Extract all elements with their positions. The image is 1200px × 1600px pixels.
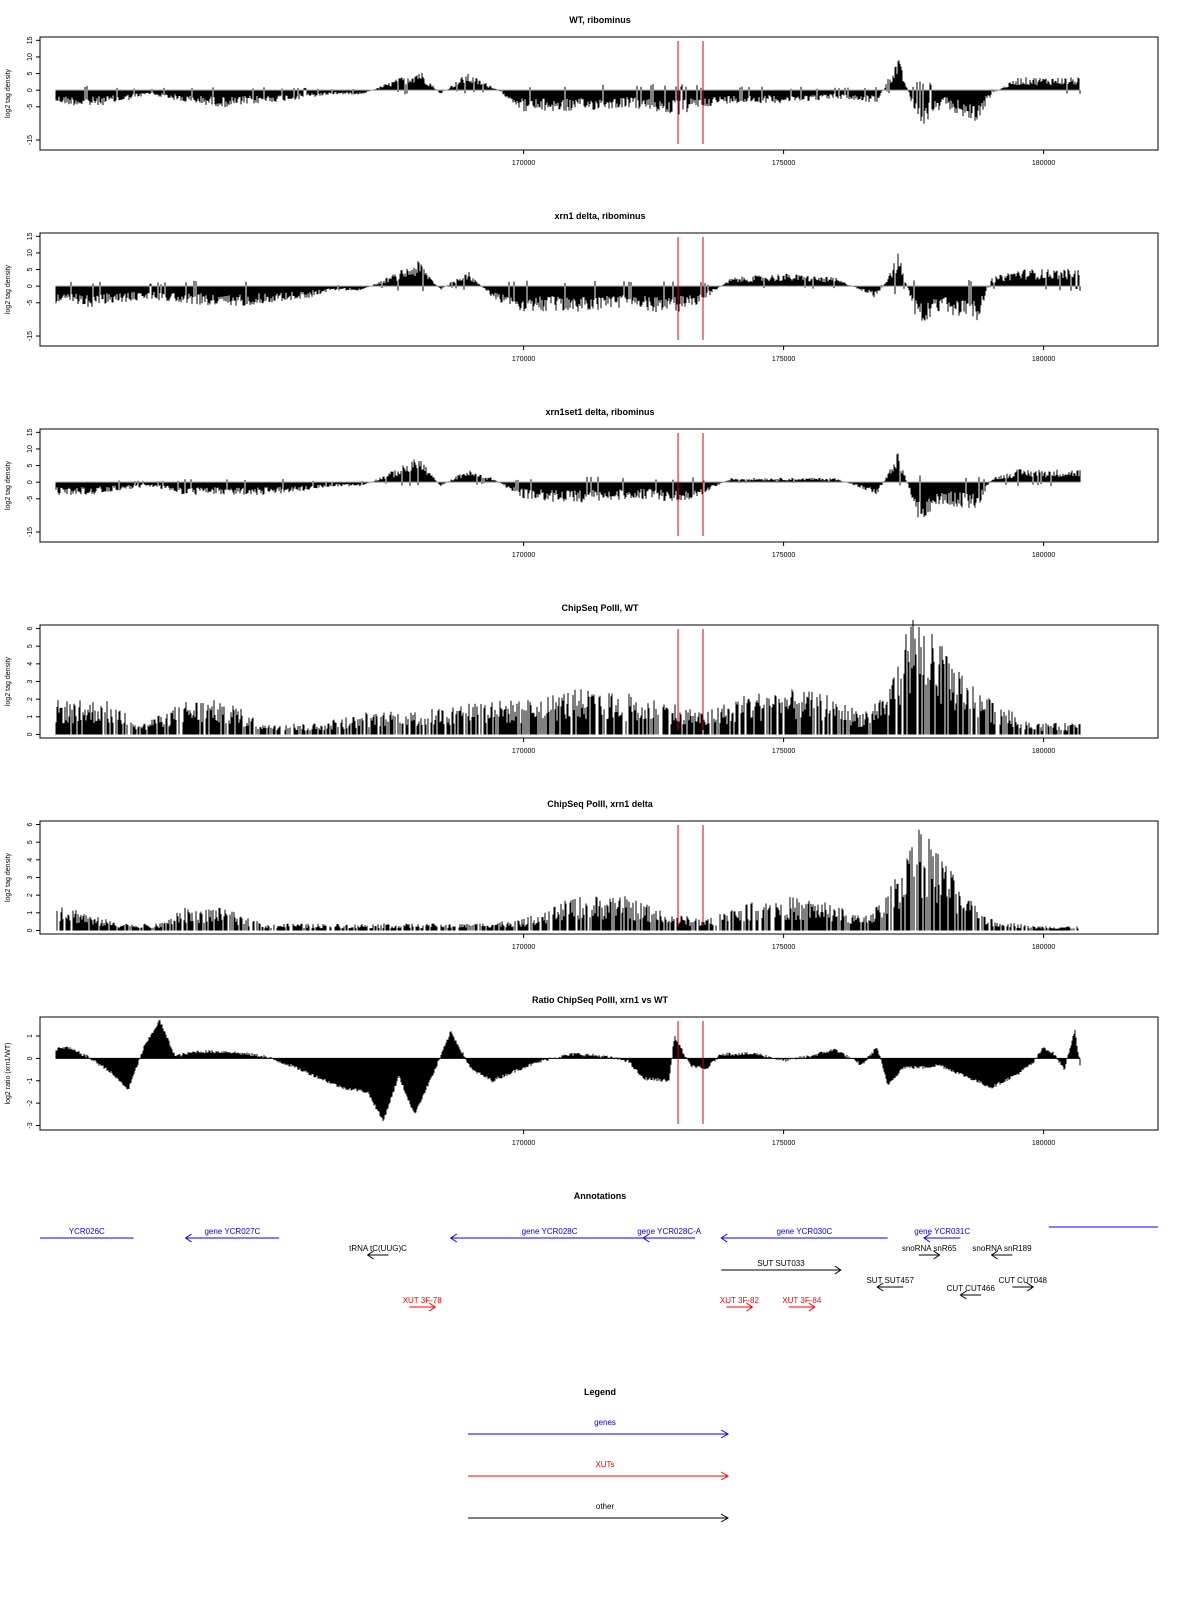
y-tick-label: 0 (27, 928, 34, 932)
x-axis: 170000 175000 180000 (512, 346, 1055, 363)
y-axis-label: log2 tag density (5, 656, 12, 706)
panel-title: WT, ribominus (569, 15, 631, 25)
y-tick-label: -5 (27, 104, 34, 110)
y-axis-label: log2 tag density (5, 68, 12, 118)
y-tick-label: -15 (27, 527, 34, 537)
y-tick-label: 5 (27, 72, 34, 76)
y-axis: 15 10 5 0 -5 -15 (27, 232, 40, 341)
y-axis-label: log2 tag density (5, 460, 12, 510)
y-tick-label: 6 (27, 626, 34, 630)
x-tick-label: 180000 (1032, 944, 1055, 951)
y-tick-label: 3 (27, 875, 34, 879)
data-series (55, 620, 1081, 735)
y-tick-label: 4 (27, 858, 34, 862)
y-tick-label: 2 (27, 697, 34, 701)
y-axis-label: log2 tag density (5, 264, 12, 314)
panel-title: ChipSeq PolII, xrn1 delta (547, 799, 653, 809)
y-tick-label: -5 (27, 300, 34, 306)
y-tick-label: 5 (27, 644, 34, 648)
x-tick-label: 175000 (772, 748, 795, 755)
y-tick-label: 5 (27, 464, 34, 468)
panel-ratio: Ratio ChipSeq PolII, xrn1 vs WT 1 0 -1 -2 -3… (0, 980, 1200, 1176)
x-tick-label: 170000 (512, 944, 535, 951)
y-axis-label: log2 tag density (5, 852, 12, 902)
x-tick-label: 175000 (772, 552, 795, 559)
data-series (55, 1020, 1081, 1121)
x-tick-label: 170000 (512, 356, 535, 363)
y-tick-label: 0 (27, 480, 34, 484)
y-axis: 15 10 5 0 -5 -15 (27, 36, 40, 145)
y-tick-label: -15 (27, 135, 34, 145)
x-tick-label: 170000 (512, 748, 535, 755)
panel-plot: 6 5 4 3 2 1 0 log2 tag density 170000 175000 18000… (5, 820, 1159, 951)
y-tick-label: 0 (27, 732, 34, 736)
x-tick-label: 170000 (512, 160, 535, 167)
y-tick-label: 10 (27, 53, 34, 61)
y-tick-label: 2 (27, 893, 34, 897)
y-tick-label: 15 (27, 36, 34, 44)
y-tick-label: 1 (27, 911, 34, 915)
x-tick-label: 175000 (772, 356, 795, 363)
x-axis: 170000 175000 180000 (512, 738, 1055, 755)
plot-frame (39, 232, 1159, 347)
y-tick-label: 5 (27, 268, 34, 272)
y-tick-label: 15 (27, 428, 34, 436)
panel-chipseq-wt: ChipSeq PolII, WT 6 5 4 3 2 1 0 log2 tag densit… (0, 588, 1200, 784)
y-axis: 6 5 4 3 2 1 0 (27, 822, 40, 932)
y-tick-label: 10 (27, 249, 34, 257)
x-axis: 170000 175000 180000 (512, 542, 1055, 559)
panel-title: xrn1 delta, ribominus (554, 211, 646, 221)
y-tick-label: 5 (27, 840, 34, 844)
plot-frame (39, 428, 1159, 543)
x-tick-label: 175000 (772, 160, 795, 167)
y-tick-label: 3 (27, 679, 34, 683)
x-tick-label: 180000 (1032, 552, 1055, 559)
y-axis: 15 10 5 0 -5 -15 (27, 428, 40, 537)
y-tick-label: 1 (27, 715, 34, 719)
y-tick-label: 10 (27, 445, 34, 453)
x-tick-label: 170000 (512, 552, 535, 559)
panel-title: Ratio ChipSeq PolII, xrn1 vs WT (531, 995, 669, 1005)
y-tick-label: 15 (27, 232, 34, 240)
y-tick-label: -5 (27, 496, 34, 502)
panel-xrn1-ribominus: xrn1 delta, ribominus 15 10 5 0 -5 -15 log2 ta… (0, 196, 1200, 392)
panel-xrn1set1-ribominus: xrn1set1 delta, ribominus 15 10 5 0 -5 -15 log… (0, 392, 1200, 588)
y-tick-label: 0 (27, 88, 34, 92)
y-tick-label: 4 (27, 662, 34, 666)
x-tick-label: 180000 (1032, 160, 1055, 167)
data-series (55, 60, 1081, 124)
x-tick-label: 180000 (1032, 356, 1055, 363)
x-axis: 170000 175000 180000 (512, 934, 1055, 951)
y-tick-label: 0 (27, 284, 34, 288)
plot-frame (39, 36, 1159, 151)
x-axis: 170000 175000 180000 (512, 150, 1055, 167)
x-tick-label: 180000 (1032, 748, 1055, 755)
y-tick-label: -15 (27, 331, 34, 341)
panel-chipseq-xrn1: ChipSeq PolII, xrn1 delta 6 5 4 3 2 1 0 log2 ta… (0, 784, 1200, 980)
x-tick-label: 175000 (772, 944, 795, 951)
panel-title: ChipSeq PolII, WT (561, 603, 639, 613)
data-series (55, 453, 1081, 518)
y-axis: 6 5 4 3 2 1 0 (27, 626, 40, 736)
data-series (56, 829, 1079, 931)
panel-plot: 6 5 4 3 2 1 0 log2 tag density 170000 175000 18000… (5, 620, 1159, 755)
data-series (55, 253, 1081, 321)
panel-title: xrn1set1 delta, ribominus (545, 407, 655, 417)
y-tick-label: 6 (27, 822, 34, 826)
panel-wt-ribominus: WT, ribominus 15 10 5 0 -5 -15 log2 tag densit… (0, 0, 1200, 196)
